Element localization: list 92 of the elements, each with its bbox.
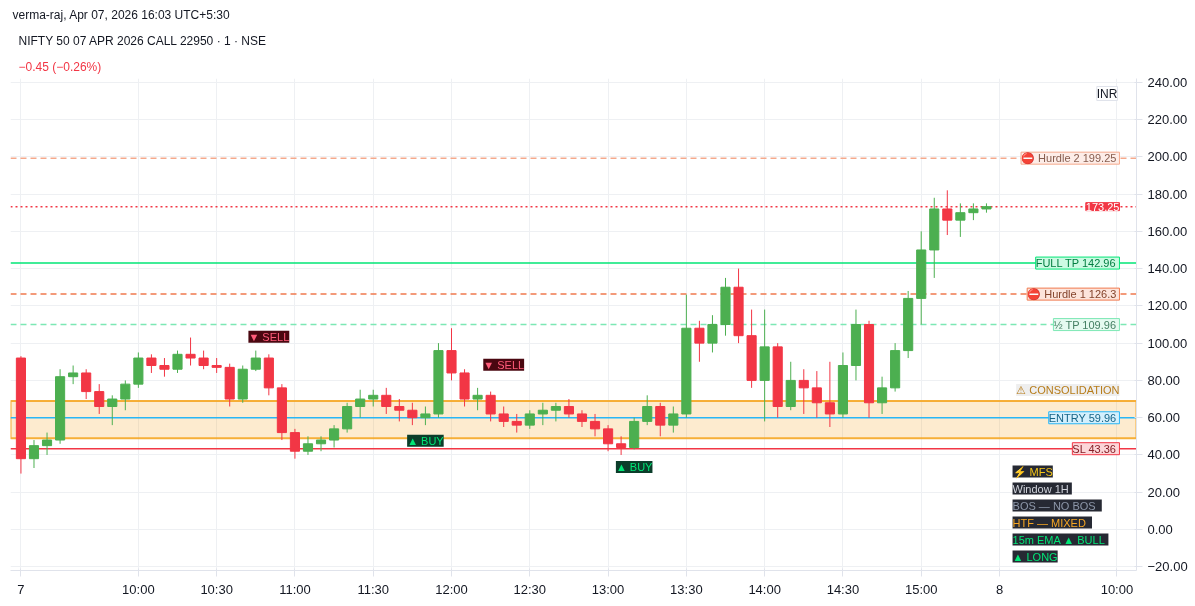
ref-line-label: ENTRY 59.96	[1048, 411, 1117, 424]
candlestick	[877, 376, 888, 415]
y-tick-label: 80.00	[1147, 372, 1181, 388]
candlestick	[41, 432, 53, 456]
chart-title: NIFTY 50 07 APR 2026 CALL 22950 · 1 · NSE	[18, 33, 266, 48]
candlestick	[668, 406, 679, 434]
y-tick-label: 20.00	[1147, 484, 1181, 500]
ref-line-label: FULL TP 142.96	[1035, 257, 1116, 270]
candlestick	[302, 435, 314, 456]
candlestick	[172, 350, 183, 374]
candlestick	[394, 398, 405, 422]
candlestick	[550, 402, 561, 422]
annotation: 15m EMA ▲ BULL	[1012, 533, 1105, 546]
candlestick	[589, 413, 601, 437]
annotation: ⚡ MFS	[1012, 465, 1053, 479]
candlestick	[511, 413, 522, 434]
candlestick	[642, 394, 653, 426]
candlestick	[94, 383, 105, 415]
candlestick	[159, 357, 170, 378]
annotation: BOS — NO BOS	[1012, 499, 1096, 512]
chart-subtitle: −0.45 (−0.26%)	[18, 59, 102, 74]
x-tick-label: 11:30	[357, 581, 390, 597]
y-tick-label: 220.00	[1147, 112, 1188, 127]
y-tick-label: 200.00	[1147, 149, 1188, 165]
candlestick	[563, 398, 574, 419]
candlestick	[824, 361, 835, 428]
candlestick	[329, 424, 340, 448]
candlestick	[485, 391, 496, 422]
ref-line-label: SL 43.36	[1072, 442, 1116, 455]
x-tick-label: 7	[17, 581, 25, 597]
y-tick-label: 140.00	[1147, 261, 1188, 277]
x-tick-label: 12:30	[513, 581, 547, 597]
candlestick	[81, 368, 92, 400]
candlestick	[707, 314, 718, 353]
candlestick	[146, 353, 157, 374]
candlestick	[198, 350, 209, 370]
candlestick	[955, 202, 966, 238]
candlestick	[342, 402, 353, 434]
candlestick	[446, 327, 457, 381]
annotation: ▲ BUY	[407, 434, 445, 447]
annotation: ▲ BUY	[615, 460, 654, 473]
candlestick	[498, 406, 509, 428]
y-tick-label: 240.00	[1147, 74, 1188, 90]
y-tick-label: 160.00	[1147, 223, 1188, 239]
x-tick-label: 14:00	[748, 581, 781, 597]
candlestick	[68, 365, 79, 385]
candlestick	[537, 402, 548, 426]
x-tick-label: 15:00	[904, 581, 938, 597]
candlestick	[407, 402, 418, 426]
candlestick	[120, 379, 131, 411]
y-tick-label: −20.00	[1147, 559, 1188, 575]
candlestick	[28, 439, 40, 469]
candlestick	[185, 337, 196, 366]
annotation: INR	[1096, 86, 1118, 101]
y-tick-label: 40.00	[1147, 447, 1181, 463]
annotation: ▲ LONG	[1012, 550, 1058, 563]
band-label: ⚠ CONSOLIDATION	[1016, 383, 1120, 396]
y-tick-label: 0.00	[1147, 522, 1173, 537]
y-tick-label: 60.00	[1147, 410, 1181, 426]
x-tick-label: 11:00	[279, 581, 311, 597]
candlestick	[811, 370, 822, 419]
candlestick	[107, 394, 118, 426]
text: verma-raj, Apr 07, 2026 16:03 UTC+5:30	[12, 7, 230, 22]
annotation: ▼ SELL	[483, 358, 525, 371]
candlestick	[381, 387, 392, 415]
candlestick	[694, 320, 705, 363]
candlestick	[315, 435, 327, 452]
y-tick-label: 120.00	[1147, 298, 1188, 314]
x-tick-label: 10:00	[1100, 581, 1134, 597]
candlestick	[655, 402, 666, 437]
y-tick-label: 180.00	[1147, 186, 1188, 202]
x-tick-label: 10:00	[122, 581, 155, 597]
candlestick	[355, 389, 366, 419]
ref-line-label: ⛔ Hurdle 1 126.3	[1027, 288, 1117, 302]
ref-line-label: ⛔ Hurdle 2 199.25	[1021, 152, 1117, 166]
candlestick	[576, 409, 588, 428]
x-tick-label: 12:00	[435, 581, 468, 597]
y-tick-label: 100.00	[1147, 335, 1188, 351]
x-tick-label: 10:30	[200, 581, 233, 597]
candlestick	[798, 368, 809, 415]
x-tick-label: 14:30	[826, 581, 860, 597]
x-tick-label: 8	[995, 581, 1004, 597]
candlestick	[472, 387, 483, 411]
candlestick	[250, 350, 261, 372]
ref-line-label: 173.25	[1085, 200, 1120, 213]
annotation: ▼ SELL	[248, 330, 290, 343]
annotation: HTF — MIXED	[1012, 516, 1086, 529]
candlestick	[524, 409, 535, 430]
candlestick	[420, 406, 431, 426]
ref-line-label: ½ TP 109.96	[1053, 318, 1116, 331]
x-tick-label: 13:30	[670, 581, 703, 597]
x-tick-label: 13:00	[591, 581, 625, 597]
